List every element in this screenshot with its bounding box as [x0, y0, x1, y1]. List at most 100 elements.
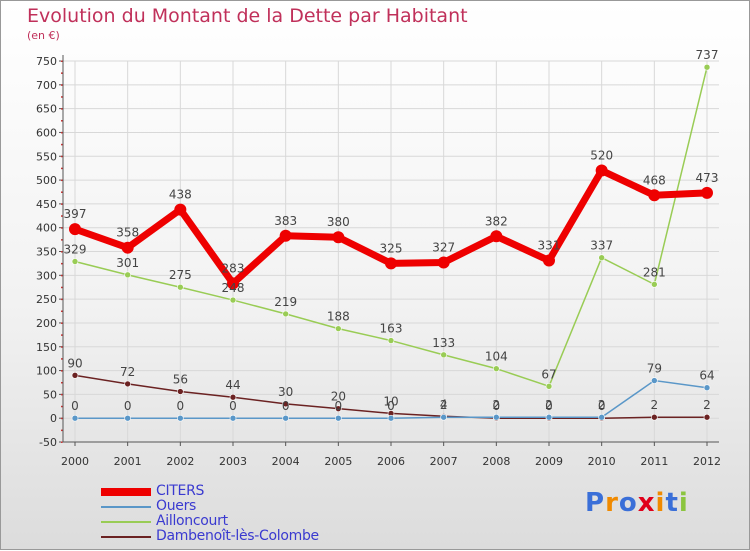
data-point — [598, 413, 605, 421]
data-point — [545, 382, 553, 390]
data-label: 79 — [647, 362, 662, 376]
y-tick-label: 700 — [36, 79, 57, 92]
y-minor-tick — [61, 370, 63, 372]
y-tick-label: 150 — [36, 341, 57, 354]
data-point — [490, 230, 503, 243]
data-point — [493, 365, 500, 372]
data-point — [177, 414, 184, 422]
data-label: 163 — [380, 322, 403, 336]
data-point — [282, 414, 289, 422]
y-tick-label: 200 — [36, 317, 57, 330]
proxiti-logo: Proxiti — [585, 488, 689, 518]
y-tick-label: 250 — [36, 293, 57, 306]
x-tick-label: 2003 — [219, 455, 247, 468]
data-label: 737 — [696, 48, 719, 62]
data-point — [227, 277, 239, 290]
data-point — [282, 400, 289, 408]
data-label: 2 — [598, 398, 606, 412]
data-point — [124, 271, 131, 279]
data-point — [701, 186, 713, 199]
data-point — [71, 372, 79, 379]
data-point — [229, 414, 237, 422]
data-point — [229, 296, 237, 304]
data-point — [493, 413, 500, 421]
y-minor-tick — [61, 381, 63, 384]
data-label: 382 — [485, 214, 508, 228]
data-point — [71, 258, 79, 265]
legend-label: Ouers — [156, 498, 197, 514]
y-minor-tick — [61, 143, 63, 146]
y-minor-tick — [61, 215, 63, 217]
data-label: 331 — [538, 239, 561, 253]
data-point — [385, 257, 397, 270]
data-label: 0 — [124, 399, 132, 413]
chart-title: Evolution du Montant de la Dette par Hab… — [27, 5, 468, 27]
x-tick-label: 2012 — [693, 455, 721, 468]
data-label: 301 — [116, 256, 139, 270]
y-minor-tick — [61, 405, 63, 408]
x-tick-label: 2009 — [535, 455, 563, 468]
data-label: 0 — [387, 399, 395, 413]
data-point — [440, 413, 447, 421]
y-minor-tick — [61, 251, 63, 253]
y-tick-label: 550 — [36, 150, 57, 163]
data-point — [387, 337, 395, 344]
y-minor-tick — [61, 84, 63, 86]
data-point — [651, 281, 658, 288]
x-tick-label: 2004 — [272, 455, 300, 468]
data-point — [437, 256, 450, 269]
data-label: 2 — [493, 398, 501, 412]
data-point — [595, 164, 608, 177]
y-tick-label: 350 — [36, 246, 57, 259]
data-label: 275 — [169, 268, 192, 282]
data-point — [598, 254, 605, 261]
data-point — [177, 388, 184, 395]
y-minor-tick — [61, 286, 63, 289]
data-label: 281 — [643, 265, 666, 279]
y-minor-tick — [61, 298, 63, 301]
data-label: 219 — [274, 295, 297, 309]
data-label: 248 — [222, 281, 245, 295]
data-point — [282, 310, 289, 318]
data-label: 44 — [225, 378, 240, 392]
data-label: 30 — [278, 385, 293, 399]
data-point — [279, 229, 292, 242]
data-label: 380 — [327, 215, 350, 229]
y-minor-tick — [61, 262, 63, 265]
data-point — [648, 189, 661, 202]
data-point — [69, 223, 81, 236]
data-label: 358 — [116, 226, 139, 240]
y-minor-tick — [61, 96, 63, 98]
data-label: 520 — [590, 149, 613, 163]
data-label: 325 — [380, 241, 403, 255]
data-label: 327 — [432, 240, 455, 254]
x-tick-label: 2002 — [166, 455, 194, 468]
legend-swatch — [101, 488, 151, 496]
data-label: 2 — [545, 398, 553, 412]
y-minor-tick — [61, 417, 63, 420]
y-minor-tick — [61, 239, 63, 241]
y-tick-label: 500 — [36, 174, 57, 187]
y-tick-label: 650 — [36, 103, 57, 116]
data-label: 4 — [440, 397, 448, 411]
y-minor-tick — [61, 167, 63, 170]
data-point — [545, 413, 553, 421]
y-minor-tick — [61, 393, 63, 396]
data-label: 20 — [331, 390, 346, 404]
data-label: 72 — [120, 365, 135, 379]
unit-label: (en €) — [27, 29, 60, 42]
data-label: 438 — [169, 188, 192, 202]
y-minor-tick — [61, 131, 63, 134]
y-minor-tick — [61, 179, 63, 182]
x-tick-label: 2010 — [588, 455, 616, 468]
data-label: 64 — [699, 369, 714, 383]
y-minor-tick — [61, 274, 63, 277]
y-tick-label: 400 — [36, 222, 57, 235]
data-label: 0 — [545, 399, 553, 413]
data-point — [335, 325, 342, 332]
legend-label: Dambenoît-lès-Colombe — [156, 528, 319, 544]
x-tick-label: 2008 — [482, 455, 510, 468]
y-tick-label: 750 — [36, 55, 57, 68]
